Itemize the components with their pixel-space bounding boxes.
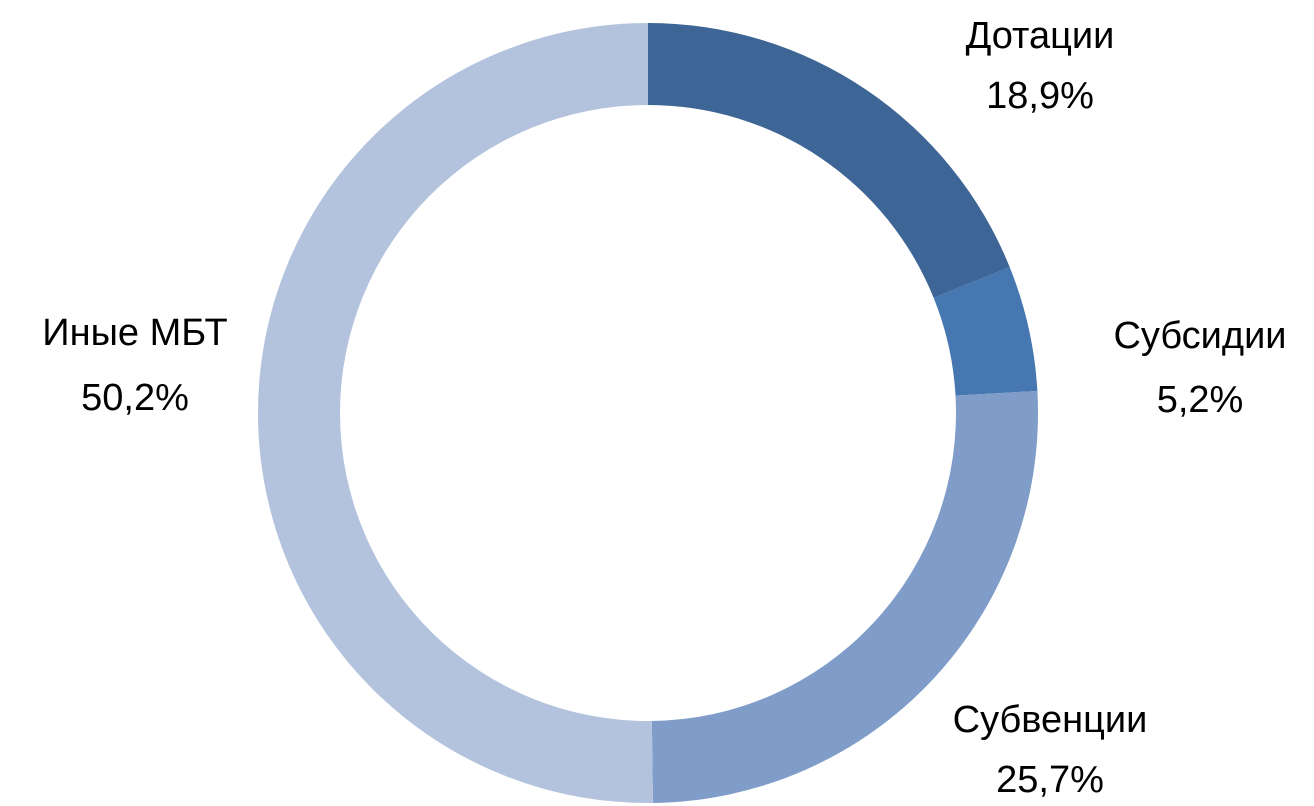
donut-segment [257,23,653,803]
value-label: 50,2% [81,377,189,419]
value-label: 25,7% [996,759,1104,801]
category-label: Дотации [966,15,1115,57]
value-label: 18,9% [986,75,1094,117]
donut-segment [651,390,1038,803]
category-label: Иные МБТ [42,312,227,354]
value-label: 5,2% [1157,379,1244,421]
donut-segment [648,23,1010,298]
category-label: Субвенции [953,699,1148,741]
category-label: Субсидии [1113,315,1286,357]
donut-segment [933,267,1038,396]
